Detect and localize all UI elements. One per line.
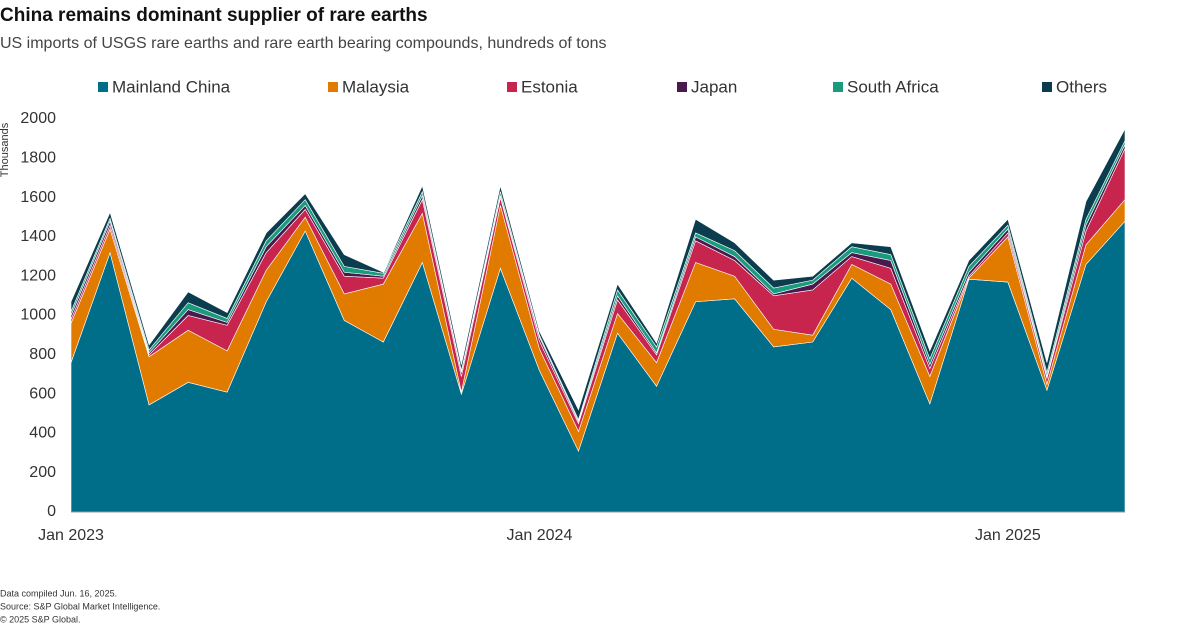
x-tick-label: Jan 2025	[975, 527, 1041, 544]
y-tick-label: 1200	[20, 267, 56, 284]
legend-swatch	[1042, 82, 1052, 92]
y-tick-label: 800	[29, 346, 56, 363]
legend-label: Estonia	[521, 77, 578, 96]
y-axis-label: Thousands	[0, 122, 11, 177]
legend-label: Japan	[691, 77, 737, 96]
y-tick-label: 400	[29, 425, 56, 442]
chart-title: China remains dominant supplier of rare …	[0, 5, 428, 26]
legend-label: Mainland China	[112, 77, 231, 96]
x-tick-label: Jan 2024	[507, 527, 573, 544]
y-tick-label: 1000	[20, 307, 56, 324]
y-tick-label: 200	[29, 464, 56, 481]
y-tick-label: 1800	[20, 150, 56, 167]
legend-swatch	[328, 82, 338, 92]
area	[70, 128, 1126, 421]
footnote: Source: S&P Global Market Intelligence.	[0, 601, 160, 611]
legend-label: South Africa	[847, 77, 939, 96]
legend-label: Others	[1056, 77, 1107, 96]
y-tick-label: 1600	[20, 189, 56, 206]
legend-swatch	[507, 82, 517, 92]
y-tick-label: 2000	[20, 110, 56, 127]
legend-label: Malaysia	[342, 77, 410, 96]
y-tick-label: 1400	[20, 228, 56, 245]
y-tick-label: 0	[47, 503, 56, 520]
legend-swatch	[677, 82, 687, 92]
legend-swatch	[833, 82, 843, 92]
x-tick-label: Jan 2023	[38, 527, 104, 544]
y-tick-label: 600	[29, 385, 56, 402]
legend-swatch	[98, 82, 108, 92]
footnote: © 2025 S&P Global.	[0, 614, 81, 624]
chart-subtitle: US imports of USGS rare earths and rare …	[0, 35, 607, 52]
footnote: Data compiled Jun. 16, 2025.	[0, 588, 117, 598]
